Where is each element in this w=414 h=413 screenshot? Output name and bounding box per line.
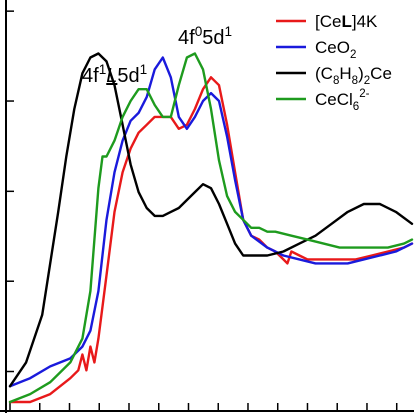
- annotation-peak_a-part: 1: [99, 62, 107, 77]
- legend-label-c8h8-part: 2: [364, 75, 370, 87]
- legend-label-cel4k-part: L: [341, 12, 351, 31]
- series-line-cel4k: [8, 76, 414, 404]
- legend-label-c8h8-part: Ce: [370, 64, 392, 83]
- legend-label-cecl6-part: 2-: [359, 88, 369, 100]
- annotation-peak_b: 4f05d1: [178, 24, 232, 49]
- legend-label-ceo2: CeO2: [315, 38, 356, 61]
- legend-label-cel4k-part: ]4K: [352, 12, 378, 31]
- legend-label-cecl6-part: CeCl: [315, 90, 353, 109]
- series-line-cecl6: [8, 52, 414, 404]
- legend-label-cecl6: CeCl62-: [315, 88, 370, 113]
- annotation-peak_a-part: 4f: [82, 65, 99, 87]
- legend-label-ceo2-part: CeO: [315, 38, 350, 57]
- legend-label-cecl6-part: 6: [353, 101, 359, 113]
- annotation-peak_a-part: 5d: [117, 65, 139, 87]
- series-line-c8h8: [8, 52, 414, 388]
- annotation-peak_b-part: 1: [225, 24, 233, 39]
- legend-label-c8h8-part: (C: [315, 64, 333, 83]
- legend-label-c8h8-part: 8: [352, 75, 358, 87]
- legend-label-ceo2-part: 2: [350, 49, 356, 61]
- annotation-peak_b-part: 5d: [202, 27, 224, 49]
- series-lines: [8, 52, 414, 404]
- annotation-peak_b-part: 4f: [178, 27, 195, 49]
- legend-label-cel4k: [CeL]4K: [315, 12, 378, 31]
- legend-label-c8h8-part: 8: [333, 75, 339, 87]
- annotation-peak_b-part: 0: [195, 24, 203, 39]
- annotation-peak_a-part: 1: [140, 62, 148, 77]
- annotation-peak_a: 4f1L5d1: [82, 62, 147, 87]
- legend-label-c8h8-part: H: [339, 64, 351, 83]
- legend-label-c8h8: (C8H8)2Ce: [315, 64, 392, 87]
- legend-label-cel4k-part: [Ce: [315, 12, 341, 31]
- series-line-ceo2: [8, 56, 414, 388]
- annotation-peak_a-part: L: [106, 65, 117, 87]
- legend-label-c8h8-part: ): [358, 64, 364, 83]
